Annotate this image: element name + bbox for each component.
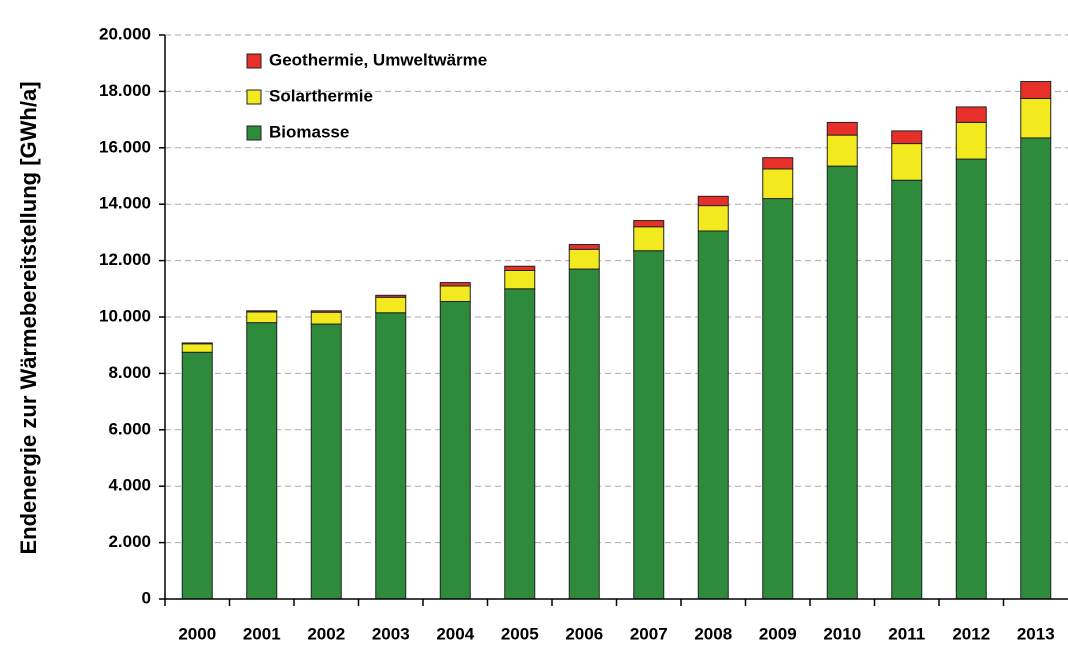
bar-segment: [955, 121, 987, 160]
x-tick-label: 2012: [952, 624, 990, 643]
bar-segment: [504, 288, 536, 600]
x-tick-label: 2005: [501, 624, 539, 643]
bar-segment: [375, 312, 407, 600]
x-tick-label: 2011: [888, 624, 925, 643]
y-tick-label: 2.000: [108, 532, 151, 551]
bar-segment: [633, 220, 665, 228]
y-tick-label: 14.000: [99, 194, 151, 213]
bar-segment: [955, 158, 987, 600]
legend-swatch: [246, 53, 262, 69]
bar-segment: [310, 310, 342, 313]
y-tick-label: 18.000: [99, 81, 151, 100]
bar-segment: [697, 195, 729, 207]
x-tick-label: 2009: [759, 624, 797, 643]
bar-segment: [375, 294, 407, 298]
x-tick-label: 2001: [243, 624, 281, 643]
y-tick-label: 16.000: [99, 137, 151, 156]
bar-segment: [246, 310, 278, 313]
bar-segment: [504, 265, 536, 271]
x-tick-label: 2007: [630, 624, 668, 643]
y-tick-label: 20.000: [99, 24, 151, 43]
bar-segment: [1020, 81, 1052, 99]
bar-segment: [762, 157, 794, 170]
bar-segment: [439, 300, 471, 600]
bar-segment: [891, 130, 923, 145]
bar-segment: [181, 342, 213, 345]
bar-segment: [697, 205, 729, 232]
x-tick-label: 2006: [565, 624, 603, 643]
bar-segment: [375, 296, 407, 314]
bar-segment: [568, 244, 600, 250]
bar-segment: [568, 268, 600, 600]
legend-label: Biomasse: [269, 122, 349, 141]
x-tick-label: 2002: [307, 624, 345, 643]
bar-segment: [1020, 137, 1052, 600]
bar-segment: [246, 311, 278, 324]
x-tick-label: 2008: [694, 624, 732, 643]
bar-segment: [310, 323, 342, 600]
legend-label: Solarthermie: [269, 86, 373, 105]
bar-segment: [439, 282, 471, 287]
legend-swatch: [246, 89, 262, 105]
bar-segment: [955, 106, 987, 123]
bar-segment: [762, 168, 794, 200]
bar-segment: [1020, 97, 1052, 139]
bar-segment: [697, 230, 729, 600]
bar-segment: [439, 285, 471, 302]
y-tick-label: 10.000: [99, 306, 151, 325]
legend-label: Geothermie, Umweltwärme: [269, 50, 487, 69]
bar-segment: [633, 226, 665, 252]
y-tick-label: 12.000: [99, 250, 151, 269]
bar-segment: [826, 134, 858, 167]
bar-segment: [891, 179, 923, 600]
y-tick-label: 8.000: [108, 363, 151, 382]
x-tick-label: 2010: [823, 624, 861, 643]
bar-segment: [181, 351, 213, 600]
y-tick-label: 4.000: [108, 476, 151, 495]
bar-segment: [891, 143, 923, 181]
bar-segment: [826, 121, 858, 136]
y-axis-label: Endenergie zur Wärmebereitstellung [GWh/…: [16, 81, 41, 554]
bar-segment: [181, 343, 213, 353]
y-tick-label: 6.000: [108, 419, 151, 438]
bar-segment: [504, 269, 536, 290]
bar-segment: [568, 248, 600, 270]
bar-segment: [762, 198, 794, 600]
legend-swatch: [246, 125, 262, 141]
x-tick-label: 2000: [178, 624, 216, 643]
bar-segment: [310, 311, 342, 325]
bar-segment: [826, 165, 858, 600]
x-tick-label: 2004: [436, 624, 474, 643]
x-tick-label: 2003: [372, 624, 410, 643]
x-tick-label: 2013: [1017, 624, 1055, 643]
bar-segment: [246, 322, 278, 600]
y-tick-label: 0: [142, 588, 151, 607]
bar-segment: [633, 250, 665, 600]
